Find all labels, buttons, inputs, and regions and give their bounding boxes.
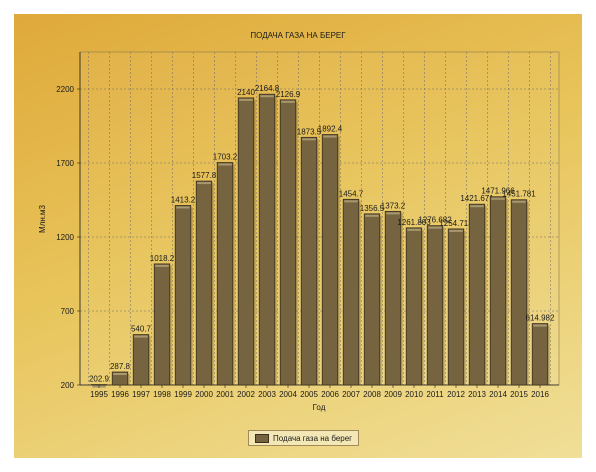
bar: [447, 228, 465, 386]
bar-value-label: 614.982: [526, 314, 555, 323]
y-tick-label: 1700: [56, 159, 74, 168]
y-tick-label: 200: [61, 381, 75, 390]
bar: [363, 213, 381, 386]
x-tick-label: 2015: [510, 390, 528, 399]
bar-cap: [155, 264, 169, 267]
bar-value-label: 1703.2: [213, 153, 238, 162]
x-tick-label: 2014: [489, 390, 507, 399]
x-tick-label: 2013: [468, 390, 486, 399]
bar-value-label: 2126.9: [276, 90, 301, 99]
bar-cap: [302, 138, 316, 141]
chart-legend: Подача газа на берег: [248, 430, 360, 446]
bar: [258, 93, 276, 386]
bar-value-label: 1892.4: [318, 125, 343, 134]
bar-cap: [470, 205, 484, 208]
x-tick-label: 1996: [111, 390, 129, 399]
bar: [342, 198, 360, 386]
x-tick-label: 1995: [90, 390, 108, 399]
bar: [153, 263, 171, 386]
bar: [321, 134, 339, 386]
bar-value-label: 1471.966: [481, 187, 515, 196]
bar-value-label: 2140: [237, 88, 255, 97]
bar-cap: [323, 135, 337, 138]
legend-label: Подача газа на берег: [273, 433, 353, 443]
bar: [510, 199, 528, 386]
bar: [384, 210, 402, 386]
bar-value-label: 1276.682: [418, 216, 452, 225]
bar-cap: [176, 206, 190, 209]
bar-cap: [449, 229, 463, 232]
bar: [216, 162, 234, 386]
bar-cap: [260, 95, 274, 98]
bar: [489, 196, 507, 386]
legend-swatch: [255, 433, 269, 443]
bar: [279, 99, 297, 386]
bar-value-label: 1577.8: [192, 171, 217, 180]
x-tick-label: 2002: [237, 390, 255, 399]
x-tick-label: 2016: [531, 390, 549, 399]
bar-value-label: 1413.2: [171, 195, 196, 204]
bar-cap: [407, 228, 421, 231]
y-axis-label: Млн.м3: [38, 204, 47, 232]
bar: [237, 97, 255, 386]
bar-value-label: 1451.781: [502, 190, 536, 199]
bar-value-label: 202.9: [89, 375, 110, 384]
bar-value-label: 1261.803: [397, 218, 431, 227]
bar-value-label: 287.8: [110, 362, 131, 371]
bar-value-label: 1873.5: [297, 127, 322, 136]
bar: [426, 225, 444, 386]
bar-cap: [218, 163, 232, 166]
x-tick-label: 2006: [321, 390, 339, 399]
x-tick-label: 2001: [216, 390, 234, 399]
x-tick-label: 1997: [132, 390, 150, 399]
bar-value-label: 1454.7: [339, 189, 364, 198]
bar: [531, 323, 549, 386]
bar-value-label: 1356.5: [360, 204, 385, 213]
bar-value-label: 1018.2: [150, 254, 175, 263]
bar-value-label: 1373.2: [381, 201, 406, 210]
bar-cap: [386, 212, 400, 215]
y-tick-label: 700: [61, 307, 75, 316]
bar-cap: [344, 200, 358, 203]
x-tick-label: 2009: [384, 390, 402, 399]
x-tick-label: 2000: [195, 390, 213, 399]
bar: [132, 334, 150, 386]
bar: [174, 205, 192, 386]
bar-cap: [428, 226, 442, 229]
chart-title: ПОДАЧА ГАЗА НА БЕРЕГ: [250, 31, 346, 40]
x-tick-label: 2007: [342, 390, 360, 399]
bar-value-label: 540.7: [131, 325, 152, 334]
y-tick-label: 2200: [56, 85, 74, 94]
x-tick-label: 2008: [363, 390, 381, 399]
x-tick-label: 1999: [174, 390, 192, 399]
bar-value-label: 1421.671: [460, 194, 494, 203]
x-tick-label: 1998: [153, 390, 171, 399]
bar-value-label: 2164.8: [255, 84, 280, 93]
x-tick-label: 2003: [258, 390, 276, 399]
bar-cap: [134, 335, 148, 338]
x-axis-label: Год: [313, 403, 326, 412]
bar-cap: [281, 100, 295, 103]
bar-cap: [239, 98, 253, 101]
x-tick-label: 2004: [279, 390, 297, 399]
bar-cap: [533, 324, 547, 327]
bar-cap: [365, 214, 379, 217]
bar: [405, 227, 423, 386]
bar-cap: [113, 373, 127, 376]
x-tick-label: 2012: [447, 390, 465, 399]
x-tick-label: 2010: [405, 390, 423, 399]
bar-cap: [197, 182, 211, 185]
x-tick-label: 2005: [300, 390, 318, 399]
y-tick-label: 1200: [56, 233, 74, 242]
bar: [300, 136, 318, 386]
bar-cap: [491, 197, 505, 200]
bar: [195, 180, 213, 386]
bar-cap: [512, 200, 526, 203]
x-tick-label: 2011: [426, 390, 444, 399]
bar: [468, 203, 486, 386]
bar-value-label: 1254.713: [439, 219, 473, 228]
